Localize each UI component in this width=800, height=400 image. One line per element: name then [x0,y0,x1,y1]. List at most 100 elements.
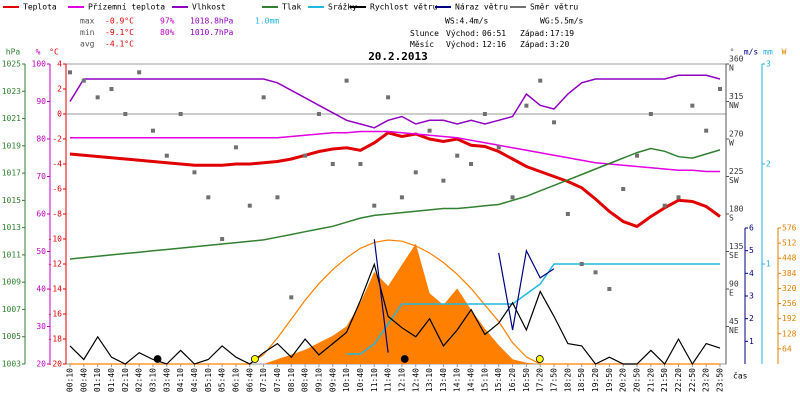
series-line [70,130,720,173]
y-tick-label: 0 [57,110,62,119]
x-tick-label: 12:10 [397,368,406,392]
compass-label: W [729,139,734,148]
y-tick-label: 1017 [2,169,21,178]
direction-dot [593,270,598,275]
direction-dot [538,78,543,83]
sun-rise-marker [250,355,259,363]
x-tick-label: 05:10 [204,368,213,392]
y-tick-label: 60 [36,210,46,219]
direction-dot [247,203,252,208]
x-tick-label: 03:40 [162,368,171,392]
y-tick-label: 192 [782,314,797,323]
y-tick-label: 448 [782,254,797,263]
axis-unit: ° [730,48,735,57]
y-tick-label: 135 [729,242,744,251]
direction-dot [579,262,584,266]
y-tick-label: -18 [48,335,63,344]
x-tick-label: 10:10 [342,368,351,392]
legend-label: Srážky [328,3,357,12]
y-tick-label: 1 [766,260,771,269]
x-tick-label: 16:20 [508,368,517,392]
x-tick-label: 00:40 [79,368,88,392]
legend-label: Náraz větru [455,3,508,12]
y-tick-label: 1007 [2,305,21,314]
direction-dot [552,120,557,125]
x-tick-label: 12:40 [411,368,420,392]
y-tick-label: 225 [729,167,744,176]
y-tick-label: -2 [52,135,62,144]
direction-dot [676,195,681,200]
y-tick-label: 90 [36,97,46,106]
x-tick-label: 15:10 [480,368,489,392]
series-line [69,147,721,260]
direction-dot [413,170,418,175]
x-tick-label: 13:40 [439,368,448,392]
axis-unit: hPa [6,48,21,57]
y-tick-label: -14 [48,285,63,294]
x-tick-label: 19:50 [605,368,614,392]
y-tick-label: 1015 [2,196,21,205]
stat-value: 1018.8hPa [190,17,234,26]
moon-rise-marker [400,355,409,363]
x-tick-label: 10:40 [356,368,365,392]
x-tick-label: 15:40 [494,368,503,392]
y-tick-label: 512 [782,239,797,248]
y-tick-label: 270 [729,130,744,139]
direction-dot [316,112,321,116]
direction-dot [192,170,197,175]
moon-set_text: Západ: [520,40,549,49]
y-tick-label: 3 [766,60,771,69]
direction-dot [524,103,529,108]
x-tick-label: 20:50 [633,368,642,392]
direction-dot [607,287,612,291]
x-tick-label: 22:50 [688,368,697,392]
y-tick-label: 360 [729,55,744,64]
stat-value: 1.0mm [255,17,279,26]
direction-dot [496,145,501,150]
x-tick-label: 11:40 [384,368,393,392]
y-tick-label: 1025 [2,60,21,69]
x-tick-label: 19:20 [591,368,600,392]
direction-dot [95,95,100,100]
direction-dot [109,87,114,91]
direction-dot [690,103,695,108]
direction-dot [510,195,515,200]
legend-label: Přízemní teplota [88,3,165,12]
axis-unit: mm [763,48,773,57]
y-tick-label: 80 [36,135,46,144]
x-tick-label: 11:10 [370,368,379,392]
stat-value: -0.9°C [105,17,134,26]
moon-rise: 12:16 [482,40,506,49]
direction-dot [137,70,142,75]
y-tick-label: 4 [749,269,754,278]
moon-set-marker [153,355,162,363]
x-tick-label: 23:20 [702,368,711,392]
radiation-max-line [70,239,720,365]
x-tick-label: 08:10 [287,368,296,392]
x-tick-label: 20:20 [619,368,628,392]
y-tick-label: 1009 [2,278,21,287]
x-tick-label: 14:40 [467,368,476,392]
y-tick-label: 1011 [2,250,21,259]
y-tick-label: 3 [749,292,754,301]
direction-dot [178,112,183,116]
x-tick-label: 13:10 [425,368,434,392]
compass-label: N [729,64,734,73]
y-tick-label: 100 [32,60,47,69]
sun-set_text: Západ: [520,29,549,38]
direction-dot [441,178,446,183]
y-tick-label: 315 [729,92,744,101]
y-tick-label: -4 [52,160,62,169]
direction-dot [233,145,238,150]
moon-rise_text: Východ: [446,40,480,49]
stat-value: 1010.7hPa [190,28,234,37]
direction-dot [275,195,280,200]
y-tick-label: 128 [782,329,797,338]
y-tick-label: 70 [36,172,46,181]
moon-set: 3:20 [550,40,569,49]
x-tick-label: 17:20 [536,368,545,392]
stat-label: avg [80,40,95,49]
y-tick-label: 2 [57,85,62,94]
y-tick-label: 6 [749,224,754,233]
direction-dot [220,237,225,241]
